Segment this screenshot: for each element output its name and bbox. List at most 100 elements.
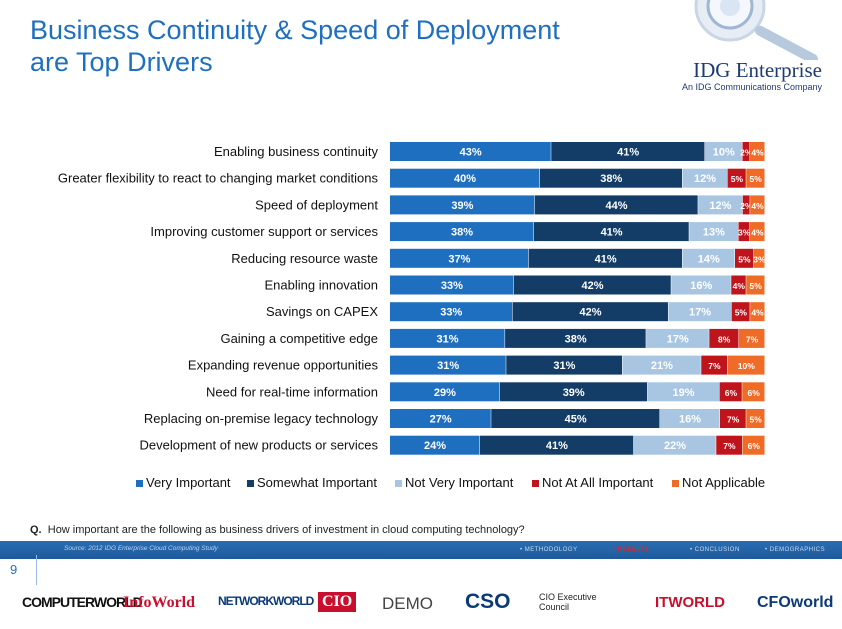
bar-segment xyxy=(742,382,765,402)
data-label: 31% xyxy=(553,360,575,372)
data-label: 8% xyxy=(718,334,731,344)
data-label: 42% xyxy=(581,280,603,292)
data-label: 10% xyxy=(713,147,735,159)
bar-segment xyxy=(742,142,750,161)
data-label: 27% xyxy=(430,414,452,426)
data-label: 16% xyxy=(690,280,712,292)
data-label: 4% xyxy=(751,308,764,318)
data-label: 33% xyxy=(440,307,462,319)
data-label: 4% xyxy=(751,201,764,211)
page-number: 9 xyxy=(10,562,18,577)
data-label: 33% xyxy=(441,280,463,292)
brand-infoworld: InfoWorld xyxy=(123,594,196,611)
category-label: Greater flexibility to react to changing… xyxy=(58,171,379,186)
bar-segment xyxy=(390,328,505,348)
data-label: 4% xyxy=(733,281,746,291)
bar-segment xyxy=(390,168,540,188)
brand-computerworld: COMPUTERWORLD xyxy=(22,594,143,610)
bar-segment xyxy=(499,382,648,402)
brand-networkworld: NETWORKWORLD xyxy=(218,594,314,608)
bar-segment xyxy=(731,275,746,295)
bar-segment xyxy=(753,248,765,268)
legend-label: Somewhat Important xyxy=(257,475,377,490)
bar-segment xyxy=(633,435,716,455)
data-label: 7% xyxy=(746,334,759,344)
data-label: 2% xyxy=(740,148,753,158)
data-label: 21% xyxy=(651,360,673,372)
bar-segment xyxy=(701,355,727,375)
bar-segment xyxy=(750,302,765,322)
category-label: Replacing on-premise legacy technology xyxy=(144,411,379,426)
bar-segment xyxy=(534,195,698,215)
data-label: 3% xyxy=(738,228,751,238)
bar-segment xyxy=(746,409,765,428)
bar-segment xyxy=(491,409,660,428)
bar-segment xyxy=(647,382,720,402)
data-label: 31% xyxy=(437,360,459,372)
logo-tagline: An IDG Communications Company xyxy=(681,82,822,92)
brand-strip: COMPUTERWORLD InfoWorld NETWORKWORLD CIO… xyxy=(0,590,842,620)
data-label: 41% xyxy=(546,440,568,452)
data-label: 6% xyxy=(748,441,761,451)
nav-conclusion[interactable]: • CONCLUSION xyxy=(690,547,740,553)
data-label: 2% xyxy=(740,201,753,211)
nav-demographics[interactable]: • DEMOGRAPHICS xyxy=(765,547,826,553)
bar-segment xyxy=(746,168,765,188)
data-label: 17% xyxy=(689,307,711,319)
data-label: 19% xyxy=(673,387,695,399)
data-label: 4% xyxy=(751,228,764,238)
bar-segment xyxy=(646,328,709,348)
legend-swatch xyxy=(532,480,539,487)
data-label: 4% xyxy=(751,148,764,158)
brand-itworld: ITWORLD xyxy=(655,594,725,611)
bar-segment xyxy=(390,435,480,455)
bar-segment xyxy=(719,382,742,402)
data-label: 5% xyxy=(738,254,751,264)
data-label: 45% xyxy=(565,414,587,426)
bar-segment xyxy=(390,409,491,428)
bar-segment xyxy=(738,222,750,242)
brand-demo: DEMO xyxy=(382,594,433,613)
logo-name: IDG Enterprise xyxy=(693,58,822,82)
bar-segment xyxy=(533,222,689,242)
data-label: 24% xyxy=(424,440,446,452)
page-number-box xyxy=(0,555,37,585)
bar-segment xyxy=(727,355,765,375)
data-label: 13% xyxy=(703,227,725,239)
nav-results[interactable]: • RESULTS xyxy=(613,547,649,553)
legend-swatch xyxy=(672,480,679,487)
data-label: 16% xyxy=(679,414,701,426)
bar-segment xyxy=(682,248,735,268)
data-label: 5% xyxy=(749,174,762,184)
bar-segment xyxy=(390,142,551,161)
bar-segment xyxy=(390,222,534,242)
legend-swatch xyxy=(247,480,254,487)
data-label: 41% xyxy=(595,253,617,265)
category-label: Development of new products or services xyxy=(140,438,379,453)
data-label: 41% xyxy=(601,227,623,239)
bar-segment xyxy=(731,302,750,322)
brand-cio-executive-council: CIO Executive Council xyxy=(539,592,597,612)
data-label: 7% xyxy=(723,441,736,451)
category-label: Expanding revenue opportunities xyxy=(188,358,379,373)
bar-segment xyxy=(746,275,765,295)
bar-segment xyxy=(727,168,746,188)
bar-segment xyxy=(749,222,765,242)
question-text: How important are the following as busin… xyxy=(47,524,525,536)
legend-label: Very Important xyxy=(146,475,231,490)
bar-segment xyxy=(480,435,634,455)
data-label: 38% xyxy=(600,173,622,185)
nav-methodology[interactable]: • METHODOLOGY xyxy=(520,547,578,553)
data-label: 5% xyxy=(749,415,762,425)
category-label: Gaining a competitive edge xyxy=(220,331,378,346)
title-line-1: Business Continuity & Speed of Deploymen… xyxy=(30,15,560,45)
data-label: 39% xyxy=(451,200,473,212)
category-label: Improving customer support or services xyxy=(150,224,378,239)
bar-segment xyxy=(682,168,727,188)
data-label: 29% xyxy=(434,387,456,399)
category-label: Need for real-time information xyxy=(206,384,378,399)
stacked-bar-chart: Enabling business continuity 43% 41% 10% 2%4… xyxy=(58,142,766,490)
data-label: 41% xyxy=(617,147,639,159)
legend-swatch xyxy=(395,480,402,487)
bar-segment xyxy=(390,275,514,295)
